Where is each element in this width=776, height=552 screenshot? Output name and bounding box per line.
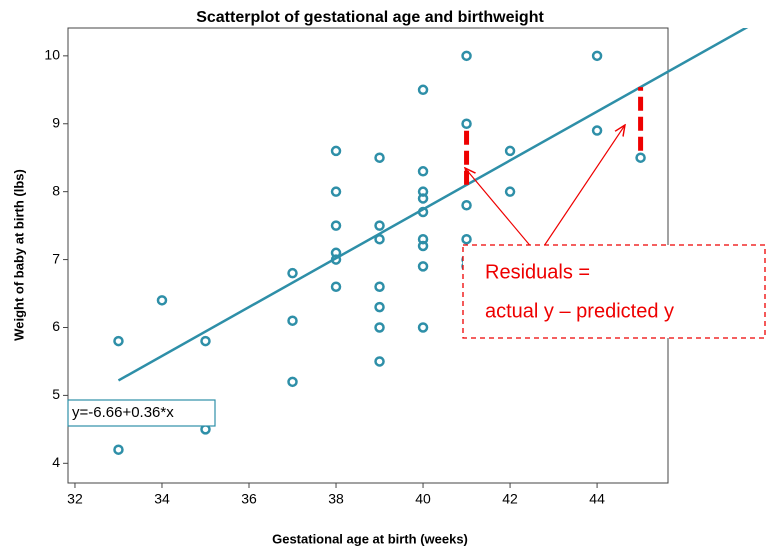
point: [200, 335, 211, 347]
annotation-text: Residuals =: [485, 261, 590, 283]
x-tick-label: 38: [328, 491, 344, 507]
y-tick-label: 9: [52, 114, 60, 130]
point: [417, 322, 429, 333]
point: [287, 376, 298, 388]
x-tick-label: 40: [415, 491, 431, 507]
x-axis-label: Gestational age at birth (weeks): [272, 531, 468, 546]
y-tick-label: 6: [52, 318, 60, 334]
x-tick-label: 42: [502, 491, 518, 507]
annotation-box: [462, 244, 766, 339]
point: [461, 233, 472, 245]
fit-line: [117, 28, 749, 382]
point: [417, 166, 429, 177]
point: [591, 125, 603, 136]
x-tick-label: 32: [67, 491, 83, 507]
point: [287, 315, 298, 326]
point: [374, 281, 385, 292]
y-tick-label: 7: [52, 250, 60, 266]
point: [461, 118, 472, 130]
point: [330, 254, 342, 265]
y-tick-label: 5: [52, 386, 60, 402]
point: [374, 301, 385, 313]
point: [461, 199, 472, 211]
x-tick-label: 36: [241, 491, 257, 507]
point: [417, 193, 429, 204]
point: [374, 152, 385, 163]
point: [113, 335, 124, 347]
y-tick-label: 8: [52, 182, 60, 198]
point: [374, 220, 385, 231]
point: [417, 206, 429, 218]
x-tick-label: 44: [589, 491, 605, 507]
point: [330, 220, 342, 231]
point: [113, 444, 124, 455]
point: [330, 186, 342, 197]
arrow: [537, 125, 625, 256]
point: [417, 240, 429, 252]
point: [417, 261, 429, 272]
marks: [113, 28, 749, 455]
point: [374, 233, 385, 245]
point: [504, 186, 516, 197]
point: [461, 50, 472, 62]
point: [330, 145, 342, 157]
chart-title: Scatterplot of gestational age and birth…: [196, 9, 544, 26]
y-tick-label: 10: [44, 47, 60, 63]
annotation-text: actual y – predicted y: [485, 300, 674, 322]
point: [417, 84, 429, 96]
point: [374, 356, 385, 367]
point: [287, 267, 298, 279]
x-tick-label: 34: [154, 491, 170, 507]
arrow: [465, 168, 539, 256]
y-axis-label: Weight of baby at birth (lbs): [11, 169, 26, 341]
point: [635, 152, 646, 163]
point: [156, 295, 168, 306]
equation-label: y=-6.66+0.36*x: [72, 404, 174, 421]
point: [591, 50, 603, 62]
point: [504, 145, 516, 157]
y-tick-label: 4: [52, 454, 60, 470]
point: [374, 322, 385, 333]
equation-box: [67, 399, 216, 427]
point: [330, 281, 342, 292]
